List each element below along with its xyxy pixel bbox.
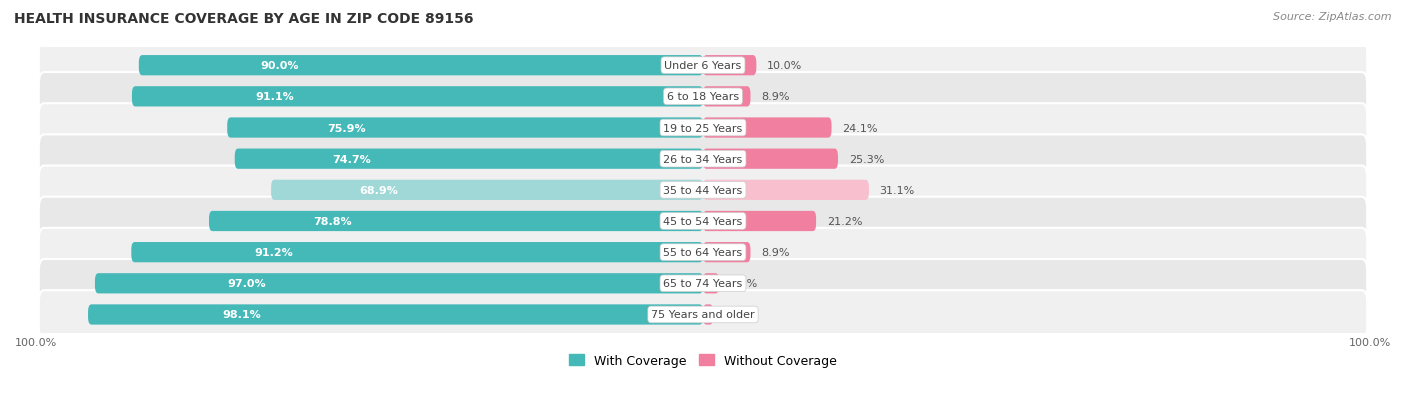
FancyBboxPatch shape [39,228,1367,277]
Text: 75 Years and older: 75 Years and older [651,310,755,320]
FancyBboxPatch shape [228,118,703,138]
Text: 91.2%: 91.2% [254,247,294,258]
Text: Source: ZipAtlas.com: Source: ZipAtlas.com [1274,12,1392,22]
Text: 24.1%: 24.1% [842,123,877,133]
Text: 35 to 44 Years: 35 to 44 Years [664,185,742,195]
Text: HEALTH INSURANCE COVERAGE BY AGE IN ZIP CODE 89156: HEALTH INSURANCE COVERAGE BY AGE IN ZIP … [14,12,474,26]
FancyBboxPatch shape [703,180,869,200]
Text: 78.8%: 78.8% [314,216,352,226]
Legend: With Coverage, Without Coverage: With Coverage, Without Coverage [564,349,842,372]
FancyBboxPatch shape [139,56,703,76]
Text: 25.3%: 25.3% [849,154,884,164]
FancyBboxPatch shape [39,135,1367,183]
FancyBboxPatch shape [39,42,1367,90]
Text: 91.1%: 91.1% [256,92,294,102]
FancyBboxPatch shape [703,211,815,232]
Text: Under 6 Years: Under 6 Years [665,61,741,71]
FancyBboxPatch shape [703,56,756,76]
Text: 97.0%: 97.0% [228,279,266,289]
FancyBboxPatch shape [132,87,703,107]
FancyBboxPatch shape [39,73,1367,121]
Text: 65 to 74 Years: 65 to 74 Years [664,279,742,289]
FancyBboxPatch shape [39,197,1367,246]
Text: 1.9%: 1.9% [724,310,752,320]
Text: 90.0%: 90.0% [260,61,299,71]
FancyBboxPatch shape [703,149,838,169]
FancyBboxPatch shape [235,149,703,169]
Text: 8.9%: 8.9% [761,92,790,102]
FancyBboxPatch shape [703,242,751,263]
Text: 10.0%: 10.0% [768,61,803,71]
Text: 21.2%: 21.2% [827,216,862,226]
Text: 3.0%: 3.0% [730,279,758,289]
Text: 31.1%: 31.1% [880,185,915,195]
FancyBboxPatch shape [271,180,703,200]
FancyBboxPatch shape [703,305,713,325]
FancyBboxPatch shape [209,211,703,232]
Text: 19 to 25 Years: 19 to 25 Years [664,123,742,133]
Text: 98.1%: 98.1% [222,310,262,320]
FancyBboxPatch shape [39,290,1367,339]
FancyBboxPatch shape [96,273,703,294]
FancyBboxPatch shape [39,166,1367,215]
FancyBboxPatch shape [89,305,703,325]
Text: 75.9%: 75.9% [326,123,366,133]
Text: 26 to 34 Years: 26 to 34 Years [664,154,742,164]
Text: 68.9%: 68.9% [360,185,398,195]
FancyBboxPatch shape [703,87,751,107]
FancyBboxPatch shape [39,259,1367,308]
Text: 8.9%: 8.9% [761,247,790,258]
Text: 55 to 64 Years: 55 to 64 Years [664,247,742,258]
Text: 74.7%: 74.7% [332,154,371,164]
FancyBboxPatch shape [39,104,1367,152]
FancyBboxPatch shape [703,118,831,138]
Text: 45 to 54 Years: 45 to 54 Years [664,216,742,226]
FancyBboxPatch shape [703,273,718,294]
Text: 6 to 18 Years: 6 to 18 Years [666,92,740,102]
FancyBboxPatch shape [131,242,703,263]
